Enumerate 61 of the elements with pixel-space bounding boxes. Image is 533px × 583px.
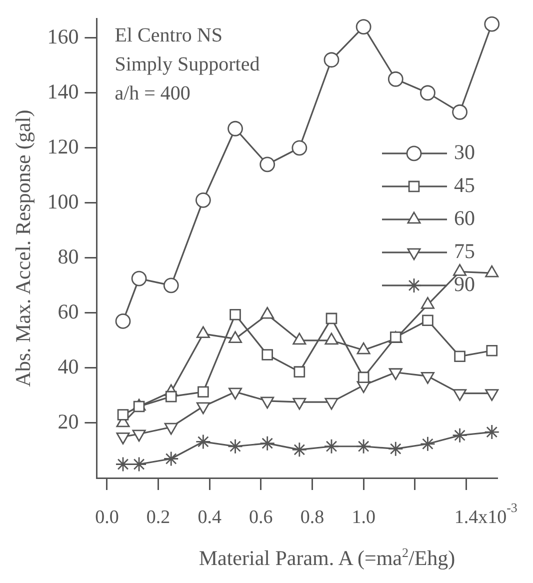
y-tick-label: 80	[58, 244, 79, 268]
point	[195, 434, 211, 450]
point	[292, 140, 308, 156]
point	[230, 308, 241, 320]
point	[260, 436, 276, 452]
annotation: a/h = 400	[114, 82, 190, 105]
point	[260, 156, 276, 172]
point	[420, 85, 436, 101]
point	[326, 312, 338, 324]
legend-label: 90	[454, 272, 475, 296]
point	[262, 349, 273, 360]
point	[117, 409, 129, 420]
y-tick-label: 60	[58, 299, 79, 324]
y-tick-label: 140	[47, 79, 79, 104]
point	[163, 278, 179, 294]
point	[356, 19, 372, 35]
point	[358, 372, 370, 383]
point	[484, 16, 500, 32]
point	[388, 441, 404, 457]
x-tick-label: 0.4	[198, 507, 222, 528]
x-tick-label: 1.0	[352, 507, 376, 528]
x-tick-label: 1.4	[454, 507, 479, 528]
point	[324, 438, 340, 454]
point	[294, 366, 306, 378]
point	[133, 400, 145, 412]
y-tick-label: 100	[47, 189, 79, 214]
y-tick-label: 120	[47, 134, 79, 158]
y-tick-label: 20	[58, 410, 79, 434]
legend-label: 30	[454, 140, 475, 164]
point	[324, 52, 340, 68]
legend-label: 75	[454, 238, 475, 263]
point	[292, 442, 308, 458]
x-axis-title: Material Param. A (=ma$^{2}$/Ehg)	[198, 545, 456, 571]
point	[165, 390, 177, 402]
x-tick-label: 0.6	[249, 507, 273, 528]
x-tick-label: 0.8	[300, 507, 324, 528]
y-tick-label: 40	[58, 354, 79, 378]
point	[195, 192, 211, 208]
point	[388, 71, 404, 87]
point	[163, 451, 179, 466]
x-tick-label: 0.2	[146, 507, 170, 528]
point	[484, 424, 500, 440]
legend-label: 60	[454, 206, 475, 230]
point	[486, 344, 498, 356]
point	[420, 436, 436, 452]
point	[228, 120, 243, 136]
x-tick-label: 0.0	[95, 507, 119, 528]
annotation: Simply Supported	[114, 54, 260, 76]
legend-label: 45	[454, 172, 475, 197]
point	[131, 270, 147, 286]
point	[198, 386, 209, 398]
point	[452, 104, 468, 120]
point	[115, 314, 131, 329]
point	[422, 314, 434, 326]
point	[356, 438, 372, 454]
point	[228, 438, 243, 454]
point	[454, 350, 466, 362]
annotation: El Centro NS	[114, 24, 222, 47]
y-tick-label: 160	[47, 24, 79, 48]
point	[452, 428, 468, 444]
y-axis-title: Abs. Max. Accel. Response (gal)	[11, 110, 36, 387]
